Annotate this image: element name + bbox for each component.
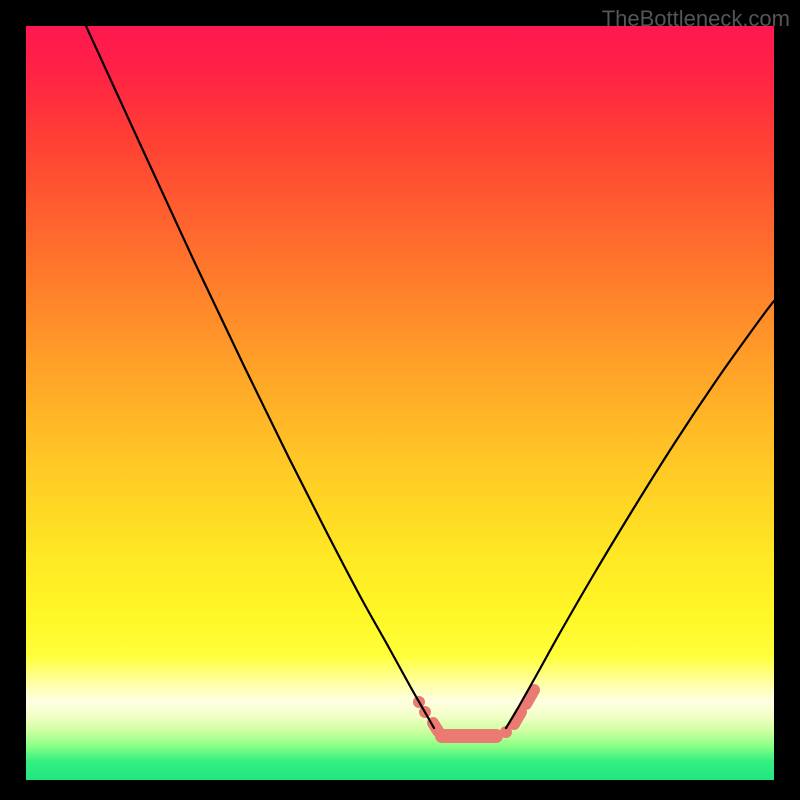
- watermark-text: TheBottleneck.com: [602, 6, 790, 32]
- plot-area: [26, 26, 774, 780]
- curve-trough-markers: [413, 690, 534, 738]
- chart-frame: TheBottleneck.com: [0, 0, 800, 800]
- curve-left-branch: [86, 26, 434, 728]
- chart-svg-layer: [26, 26, 774, 780]
- curve-right-branch: [506, 301, 774, 728]
